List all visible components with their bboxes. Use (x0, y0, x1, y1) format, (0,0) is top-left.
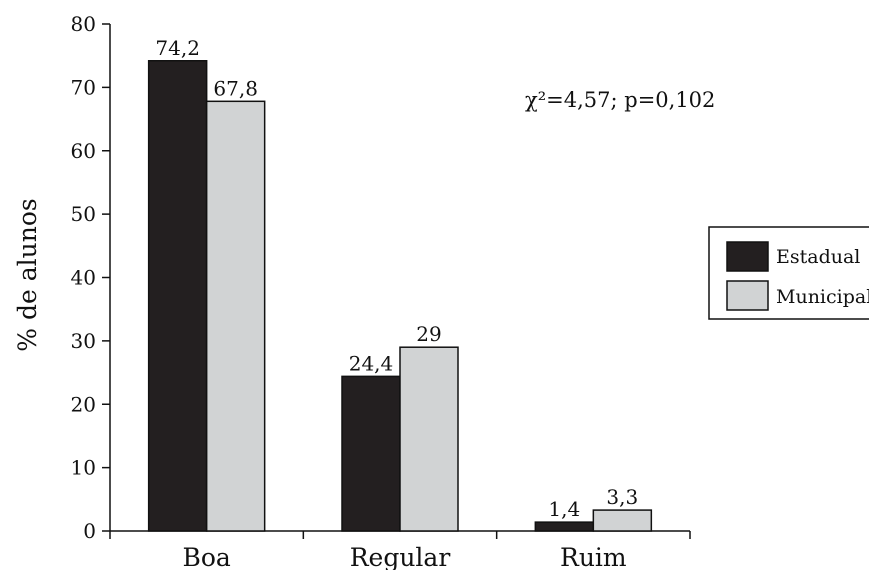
data-label-municipal-boa: 67,8 (213, 76, 258, 100)
data-label-estadual-regular: 24,4 (349, 351, 394, 375)
y-tick-label: 60 (71, 139, 96, 163)
y-tick-label: 70 (71, 75, 96, 99)
bar-estadual-ruim (534, 521, 595, 532)
value-labels: 74,2 67,8 24,4 29 1,4 3,3 (155, 36, 638, 521)
y-tick-label: 0 (83, 519, 96, 543)
data-label-municipal-regular: 29 (416, 322, 441, 346)
y-tick-label: 40 (71, 266, 96, 290)
y-tick-label: 50 (71, 202, 96, 226)
x-category-label: Boa (183, 543, 231, 570)
bar-municipal-boa (205, 100, 266, 532)
legend-label-estadual: Estadual (776, 246, 860, 268)
bar-municipal-ruim (592, 509, 653, 532)
bar-estadual-boa (147, 60, 208, 532)
y-tick-label: 10 (71, 456, 96, 480)
data-label-estadual-boa: 74,2 (155, 36, 200, 60)
x-category-label: Regular (350, 543, 451, 570)
bar-municipal-regular (399, 346, 459, 532)
data-label-estadual-ruim: 1,4 (548, 497, 580, 521)
bar-estadual-regular (341, 375, 401, 532)
y-tick-label: 30 (71, 329, 96, 353)
y-tick-label: 20 (71, 392, 96, 416)
axes: 0 10 20 30 40 50 60 70 80 Boa Regular Ruim (71, 12, 691, 570)
x-category-label: Ruim (560, 543, 627, 570)
legend-label-municipal: Municipal (776, 286, 869, 308)
y-axis-title: % de alunos (13, 198, 42, 351)
data-label-municipal-ruim: 3,3 (606, 485, 638, 509)
y-tick-label: 80 (71, 12, 96, 36)
legend-swatch-estadual (726, 241, 769, 272)
stat-annotation: χ²=4,57; p=0,102 (525, 88, 715, 112)
bars (147, 60, 653, 532)
legend: Estadual Municipal (708, 226, 869, 320)
legend-swatch-municipal (726, 280, 769, 311)
